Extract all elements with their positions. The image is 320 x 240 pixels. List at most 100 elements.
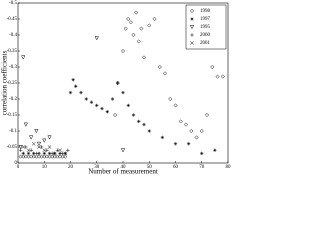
point [147, 129, 151, 133]
point [116, 81, 120, 85]
point [18, 154, 23, 159]
point [34, 154, 39, 159]
point [21, 145, 26, 149]
point [52, 151, 57, 156]
point [120, 48, 126, 54]
point [52, 154, 57, 159]
point [63, 154, 68, 159]
point [63, 151, 68, 156]
x-tick-label: 80 [226, 165, 232, 170]
y-tick-label: -0.4 [9, 33, 17, 38]
point [215, 74, 220, 79]
legend-marker [190, 17, 194, 21]
point [200, 151, 204, 156]
point [18, 145, 23, 150]
point [18, 148, 23, 152]
point [194, 135, 199, 140]
point [160, 135, 165, 140]
point [189, 128, 194, 134]
point [126, 103, 130, 108]
point [71, 78, 75, 82]
point [204, 112, 210, 118]
point [141, 55, 147, 60]
point [39, 154, 44, 159]
point [110, 97, 115, 101]
point [79, 90, 83, 95]
point [42, 138, 47, 143]
point [105, 110, 109, 114]
y-tick-label: -0.15 [7, 113, 18, 118]
point [24, 145, 28, 149]
y-tick-label: -0.1 [9, 129, 17, 134]
point [220, 74, 225, 79]
point [50, 154, 55, 159]
point [37, 145, 41, 149]
point [34, 151, 39, 156]
legend-label: 1998 [200, 9, 211, 14]
point [45, 148, 49, 152]
x-tick-label: 60 [173, 165, 179, 170]
point [128, 20, 133, 25]
legend-label: 2000 [200, 33, 211, 38]
y-tick-label: -0.5 [9, 1, 17, 6]
y-tick-label: -0.25 [7, 81, 18, 86]
point [58, 148, 62, 153]
chart: Number of measurement correlation coeffi… [1, 1, 232, 176]
point [168, 96, 173, 102]
point [100, 106, 104, 111]
point [39, 145, 44, 149]
point [68, 90, 73, 95]
point [36, 141, 42, 147]
point [31, 141, 36, 146]
point [178, 119, 183, 124]
point [131, 113, 136, 117]
point [47, 135, 52, 140]
point [183, 122, 189, 127]
point [120, 148, 126, 153]
point [50, 151, 54, 156]
point [21, 55, 26, 60]
legend-label: 1995 [200, 25, 211, 30]
point [29, 148, 33, 152]
x-tick-label: 70 [199, 165, 205, 170]
point [74, 84, 78, 88]
point [23, 122, 28, 127]
point [173, 103, 178, 108]
point [58, 151, 62, 156]
point [42, 154, 47, 159]
point [21, 154, 26, 159]
y-tick-label: -0.35 [7, 49, 18, 54]
point [29, 135, 34, 140]
point [136, 39, 141, 44]
point [139, 26, 144, 31]
point [37, 151, 41, 156]
point [157, 64, 162, 70]
point [29, 154, 34, 159]
x-axis-label: Number of measurement [88, 168, 158, 176]
point [32, 151, 36, 156]
point [31, 154, 36, 159]
point [89, 100, 94, 104]
point [55, 154, 60, 159]
y-tick-label: 0 [15, 161, 18, 166]
y-axis-label: correlation coefficients [1, 50, 9, 115]
point [123, 26, 128, 31]
x-tick-label: 10 [42, 165, 48, 170]
point [21, 151, 25, 156]
point [147, 23, 152, 28]
point [26, 151, 31, 156]
point [173, 142, 178, 146]
y-tick-label: -0.2 [9, 97, 17, 102]
point [142, 122, 146, 127]
point [60, 154, 65, 159]
legend-marker [189, 25, 195, 30]
point [26, 154, 31, 159]
y-tick-label: -0.05 [7, 145, 18, 150]
point [42, 151, 46, 156]
point [66, 148, 70, 152]
point [131, 32, 136, 38]
x-tick-label: 40 [121, 165, 127, 170]
y-tick-label: -0.3 [9, 65, 17, 70]
point [126, 16, 131, 22]
point [47, 151, 52, 156]
